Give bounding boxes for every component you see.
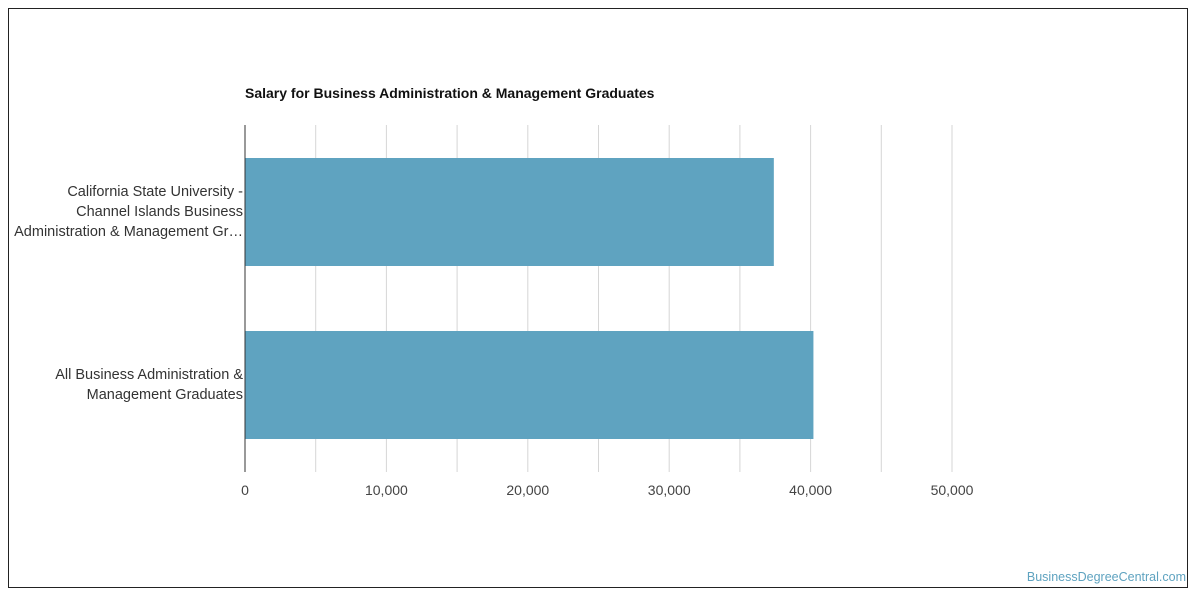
x-tick-label: 30,000 xyxy=(648,482,691,498)
x-tick-label: 10,000 xyxy=(365,482,408,498)
category-label-line: California State University - xyxy=(67,184,243,200)
x-tick-label: 0 xyxy=(241,482,249,498)
category-label-line: Administration & Management Gr… xyxy=(14,224,243,240)
category-label-line: All Business Administration & xyxy=(55,367,243,383)
category-label: All Business Administration & Management … xyxy=(3,365,243,405)
bar-2[interactable] xyxy=(245,331,814,439)
category-label-line: Management Graduates xyxy=(86,387,243,403)
x-tick-labels: 0 10,000 20,000 30,000 40,000 50,000 xyxy=(241,482,974,498)
bars xyxy=(245,158,814,439)
x-tick-label: 40,000 xyxy=(789,482,832,498)
chart-title: Salary for Business Administration & Man… xyxy=(245,85,655,101)
watermark-link[interactable]: BusinessDegreeCentral.com xyxy=(1026,570,1186,584)
category-label: California State University - Channel Isl… xyxy=(3,182,243,242)
category-label-line: Channel Islands Business xyxy=(76,204,243,220)
x-tick-label: 50,000 xyxy=(931,482,974,498)
bar-1[interactable] xyxy=(245,158,774,266)
x-tick-label: 20,000 xyxy=(506,482,549,498)
